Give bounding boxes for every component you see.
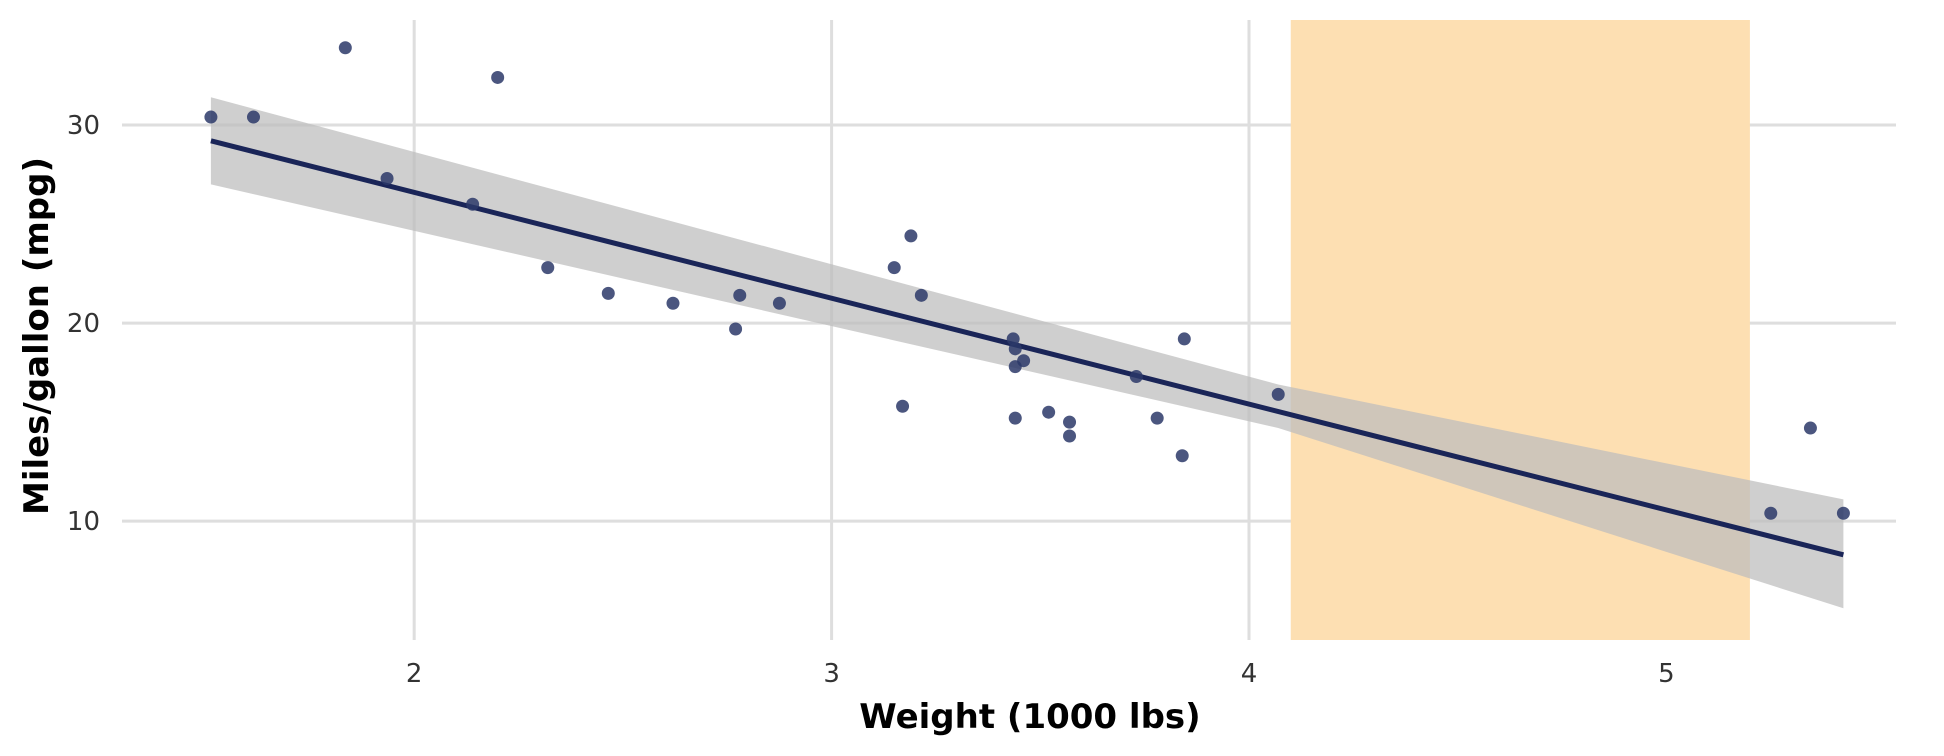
data-point-29 bbox=[1764, 506, 1778, 520]
data-point-26 bbox=[1175, 449, 1189, 463]
confidence-band bbox=[210, 97, 1844, 609]
data-point-23 bbox=[1063, 429, 1077, 443]
x-tick-labels: 2 3 4 5 bbox=[406, 659, 1675, 689]
data-point-25 bbox=[1150, 411, 1164, 425]
data-point-12 bbox=[887, 261, 901, 275]
data-point-6 bbox=[541, 261, 555, 275]
x-tick-label-0: 2 bbox=[406, 659, 423, 689]
data-point-16 bbox=[1006, 332, 1020, 346]
x-axis-title: Weight (1000 lbs) bbox=[859, 697, 1200, 737]
data-point-14 bbox=[904, 229, 918, 243]
data-point-11 bbox=[772, 296, 786, 310]
data-point-22 bbox=[1063, 415, 1077, 429]
data-point-4 bbox=[466, 197, 480, 211]
data-point-24 bbox=[1129, 370, 1143, 384]
data-points bbox=[204, 41, 1850, 520]
regression-line bbox=[210, 138, 1845, 558]
x-tick-label-2: 4 bbox=[1241, 659, 1258, 689]
y-tick-label-0: 10 bbox=[67, 507, 100, 537]
data-point-27 bbox=[1177, 332, 1191, 346]
data-point-2 bbox=[338, 41, 352, 55]
y-tick-label-1: 20 bbox=[67, 309, 100, 339]
data-point-21 bbox=[1042, 405, 1056, 419]
data-point-7 bbox=[601, 286, 615, 300]
y-tick-labels: 10 20 30 bbox=[67, 111, 100, 537]
fit-line-group bbox=[210, 138, 1845, 558]
data-point-10 bbox=[733, 288, 747, 302]
data-point-31 bbox=[1836, 506, 1850, 520]
data-point-30 bbox=[1803, 421, 1817, 435]
confidence-band-group bbox=[210, 97, 1844, 609]
data-point-15 bbox=[914, 288, 928, 302]
data-point-17 bbox=[1008, 342, 1022, 356]
y-tick-label-2: 30 bbox=[67, 111, 100, 141]
data-point-3 bbox=[380, 171, 394, 185]
y-axis-title: Miles/gallon (mpg) bbox=[17, 157, 57, 515]
data-point-5 bbox=[491, 70, 505, 84]
data-point-19 bbox=[1008, 411, 1022, 425]
data-point-13 bbox=[896, 399, 910, 413]
data-point-9 bbox=[729, 322, 743, 336]
data-point-1 bbox=[246, 110, 260, 124]
x-tick-label-1: 3 bbox=[823, 659, 840, 689]
x-tick-label-3: 5 bbox=[1658, 659, 1675, 689]
data-point-20 bbox=[1017, 354, 1031, 368]
data-point-28 bbox=[1271, 387, 1285, 401]
data-point-0 bbox=[204, 110, 218, 124]
data-point-8 bbox=[666, 296, 680, 310]
